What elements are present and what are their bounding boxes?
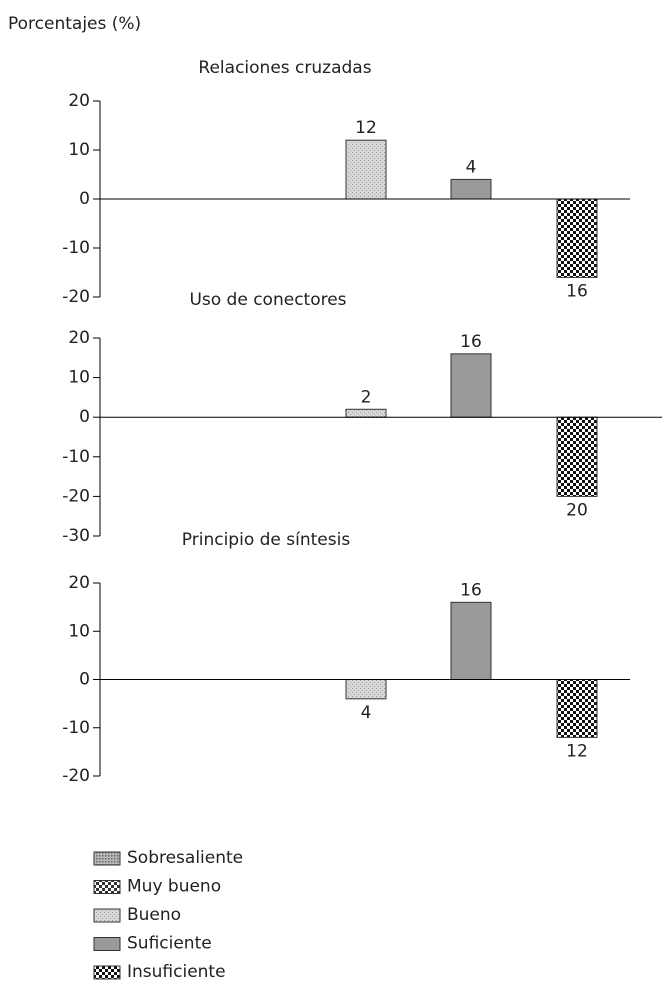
y-tick-label: -10 bbox=[62, 238, 90, 258]
data-label: 20 bbox=[566, 500, 588, 520]
y-tick-label: -20 bbox=[62, 287, 90, 307]
bar bbox=[345, 679, 387, 700]
y-tick-label: 0 bbox=[79, 670, 90, 690]
data-label: 16 bbox=[460, 580, 482, 600]
data-label: 16 bbox=[460, 332, 482, 352]
legend-swatch bbox=[93, 965, 121, 980]
data-label: 4 bbox=[466, 157, 477, 177]
data-label: 12 bbox=[355, 118, 377, 138]
bar bbox=[450, 601, 492, 680]
chart-title: Uso de conectores bbox=[189, 290, 346, 310]
y-tick-label: 0 bbox=[79, 189, 90, 209]
y-label: Porcentajes (%) bbox=[8, 14, 141, 34]
legend-swatch bbox=[93, 937, 121, 951]
y-tick-label: -30 bbox=[62, 526, 90, 546]
data-label: 12 bbox=[566, 741, 588, 761]
y-tick-label: 20 bbox=[68, 328, 90, 348]
legend-swatch bbox=[93, 851, 121, 866]
data-label: 16 bbox=[566, 281, 588, 301]
y-tick-label: -20 bbox=[62, 486, 90, 506]
legend-label: Muy bueno bbox=[127, 877, 221, 897]
bar bbox=[345, 139, 387, 200]
y-tick-label: -10 bbox=[62, 718, 90, 738]
legend-label: Bueno bbox=[127, 905, 181, 925]
data-label: 4 bbox=[361, 703, 372, 723]
bar bbox=[556, 416, 598, 497]
data-label: 2 bbox=[361, 387, 372, 407]
y-tick-label: -10 bbox=[62, 447, 90, 467]
y-tick-label: 20 bbox=[68, 91, 90, 111]
y-tick-label: 10 bbox=[68, 140, 90, 160]
legend-label: Insuficiente bbox=[127, 962, 226, 982]
legend-swatch bbox=[93, 908, 121, 923]
y-tick-label: 0 bbox=[79, 407, 90, 427]
bar bbox=[556, 198, 598, 278]
chart-title: Principio de síntesis bbox=[182, 530, 351, 550]
legend-label: Sobresaliente bbox=[127, 848, 243, 868]
y-tick-label: 20 bbox=[68, 573, 90, 593]
bar bbox=[450, 353, 492, 418]
y-tick-label: 10 bbox=[68, 368, 90, 388]
bar bbox=[345, 408, 387, 418]
legend-label: Suficiente bbox=[127, 934, 212, 954]
y-tick-label: -20 bbox=[62, 766, 90, 786]
chart-title: Relaciones cruzadas bbox=[198, 58, 371, 78]
bar bbox=[450, 178, 492, 200]
bar bbox=[556, 679, 598, 738]
legend-swatch bbox=[93, 880, 121, 894]
y-tick-label: 10 bbox=[68, 621, 90, 641]
